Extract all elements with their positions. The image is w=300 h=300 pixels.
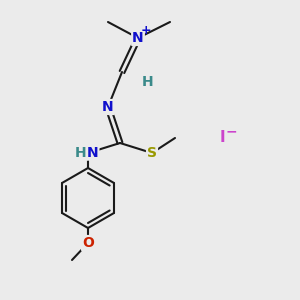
Text: I: I bbox=[219, 130, 225, 146]
Text: +: + bbox=[141, 25, 151, 38]
Text: H: H bbox=[75, 146, 87, 160]
Text: S: S bbox=[147, 146, 157, 160]
Text: N: N bbox=[87, 146, 99, 160]
Text: H: H bbox=[142, 75, 154, 89]
Text: O: O bbox=[82, 236, 94, 250]
Text: N: N bbox=[102, 100, 114, 114]
Text: −: − bbox=[225, 124, 237, 138]
Text: N: N bbox=[132, 31, 144, 45]
